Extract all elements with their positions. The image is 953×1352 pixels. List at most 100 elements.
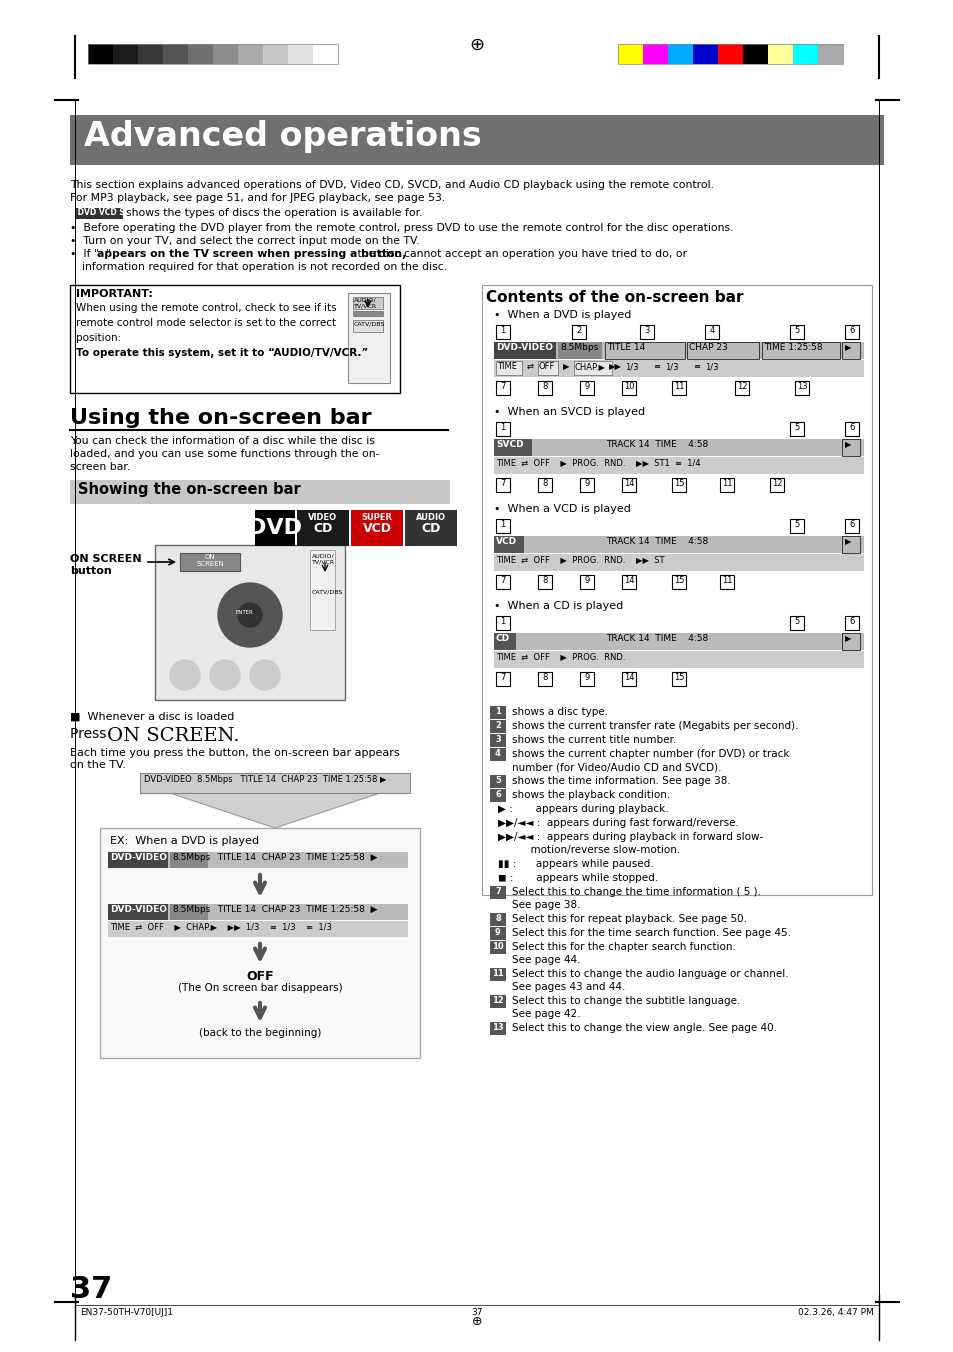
Text: To operate this system, set it to “AUDIO/TV/VCR.”: To operate this system, set it to “AUDIO… xyxy=(76,347,368,358)
Text: TRACK 14  TIME    4:58: TRACK 14 TIME 4:58 xyxy=(605,634,707,644)
Text: AUDIO/: AUDIO/ xyxy=(312,553,335,558)
Bar xyxy=(621,672,636,685)
Bar xyxy=(490,775,505,788)
Bar xyxy=(70,285,399,393)
Text: TIME  ⇄  OFF    ▶  PROG.  RND.    ▶▶  ST: TIME ⇄ OFF ▶ PROG. RND. ▶▶ ST xyxy=(496,556,664,564)
Text: TITLE 14  CHAP 23  TIME 1:25:58  ▶: TITLE 14 CHAP 23 TIME 1:25:58 ▶ xyxy=(212,904,377,914)
Bar xyxy=(789,422,803,435)
Text: 1/3: 1/3 xyxy=(704,362,718,370)
Bar xyxy=(537,672,552,685)
Text: 8.5Mbps: 8.5Mbps xyxy=(172,904,210,914)
Circle shape xyxy=(170,660,200,690)
Text: ⇄: ⇄ xyxy=(526,362,534,370)
Text: 13: 13 xyxy=(796,383,806,391)
Text: 3: 3 xyxy=(495,735,500,744)
Bar xyxy=(494,439,532,456)
Bar xyxy=(537,381,552,395)
Text: EX:  When a DVD is played: EX: When a DVD is played xyxy=(110,836,259,846)
Bar xyxy=(494,342,556,360)
Bar xyxy=(496,479,510,492)
Bar xyxy=(405,510,456,546)
Bar xyxy=(288,45,313,64)
Text: 9: 9 xyxy=(584,383,589,391)
Text: Select this for the chapter search function.: Select this for the chapter search funct… xyxy=(512,942,735,952)
Text: 2: 2 xyxy=(495,721,500,730)
Bar xyxy=(494,535,863,553)
Bar xyxy=(841,342,859,360)
Bar xyxy=(490,1022,505,1036)
Text: ▮▮ :      appears while paused.: ▮▮ : appears while paused. xyxy=(497,859,653,869)
Text: VCD: VCD xyxy=(496,537,517,546)
Bar xyxy=(671,479,685,492)
Text: DVD-VIDEO: DVD-VIDEO xyxy=(496,343,553,352)
Text: information required for that operation is not recorded on the disc.: information required for that operation … xyxy=(82,262,447,272)
Text: ▶▶: ▶▶ xyxy=(608,362,621,370)
Bar xyxy=(213,45,237,64)
Text: 7: 7 xyxy=(499,576,505,585)
Bar xyxy=(100,827,419,1059)
Circle shape xyxy=(210,660,240,690)
Text: ⊕: ⊕ xyxy=(469,37,484,54)
Text: ▶: ▶ xyxy=(844,634,851,644)
Bar xyxy=(494,652,863,668)
Text: See pages 43 and 44.: See pages 43 and 44. xyxy=(512,982,625,992)
Text: Select this to change the time information ( 5 ).: Select this to change the time informati… xyxy=(512,887,760,896)
Text: 1/3: 1/3 xyxy=(624,362,638,370)
Text: shows the time information. See page 38.: shows the time information. See page 38. xyxy=(512,776,730,786)
Text: Select this to change the audio language or channel.: Select this to change the audio language… xyxy=(512,969,788,979)
Bar xyxy=(621,381,636,395)
Text: shows the playback condition.: shows the playback condition. xyxy=(512,790,670,800)
Bar xyxy=(353,311,382,316)
Text: ENTER: ENTER xyxy=(234,610,253,615)
Bar xyxy=(734,381,748,395)
Bar xyxy=(817,45,842,64)
Text: CD: CD xyxy=(313,522,333,535)
Bar xyxy=(844,422,858,435)
Text: 8: 8 xyxy=(495,914,500,923)
Text: TIME  ⇄  OFF    ▶  PROG.  RND.: TIME ⇄ OFF ▶ PROG. RND. xyxy=(496,652,625,661)
Text: 37: 37 xyxy=(471,1307,482,1317)
Text: ▶ :       appears during playback.: ▶ : appears during playback. xyxy=(497,804,668,814)
Text: Select this for the time search function. See page 45.: Select this for the time search function… xyxy=(512,927,790,938)
Text: motion/reverse slow-motion.: motion/reverse slow-motion. xyxy=(497,845,679,854)
Text: Advanced operations: Advanced operations xyxy=(84,120,481,153)
Text: ≡: ≡ xyxy=(652,362,659,370)
Text: ◼ :       appears while stopped.: ◼ : appears while stopped. xyxy=(497,873,658,883)
Bar xyxy=(70,115,883,165)
Bar xyxy=(789,617,803,630)
Text: 1: 1 xyxy=(495,707,500,717)
Text: TITLE 14: TITLE 14 xyxy=(606,343,644,352)
Bar xyxy=(720,575,733,589)
Bar xyxy=(254,510,294,546)
Text: 1: 1 xyxy=(500,521,505,529)
Text: See page 44.: See page 44. xyxy=(512,955,579,965)
Bar xyxy=(496,617,510,630)
Text: 8.5Mbps: 8.5Mbps xyxy=(172,853,210,863)
Text: shows the current chapter number (for DVD) or track: shows the current chapter number (for DV… xyxy=(512,749,789,758)
Bar xyxy=(621,479,636,492)
Bar xyxy=(88,45,337,64)
Text: 10: 10 xyxy=(623,383,634,391)
Circle shape xyxy=(218,583,282,648)
Bar xyxy=(490,886,505,899)
Text: ▶: ▶ xyxy=(844,537,851,546)
Bar xyxy=(496,422,510,435)
Text: 4: 4 xyxy=(709,326,714,335)
Bar xyxy=(353,320,382,333)
Text: TITLE 14  CHAP 23  TIME 1:25:58  ▶: TITLE 14 CHAP 23 TIME 1:25:58 ▶ xyxy=(212,853,377,863)
Text: 11: 11 xyxy=(492,969,503,977)
Bar xyxy=(490,706,505,719)
Bar xyxy=(792,45,817,64)
Bar xyxy=(170,852,208,868)
Bar xyxy=(572,324,585,339)
Text: •  Turn on your TV, and select the correct input mode on the TV.: • Turn on your TV, and select the correc… xyxy=(70,237,419,246)
Bar xyxy=(720,479,733,492)
Bar xyxy=(844,324,858,339)
Text: 9: 9 xyxy=(495,927,500,937)
Text: TIME  ⇄  OFF    ▶  CHAP.▶    ▶▶  1/3    ≡  1/3    ≡  1/3: TIME ⇄ OFF ▶ CHAP.▶ ▶▶ 1/3 ≡ 1/3 ≡ 1/3 xyxy=(110,922,332,932)
Text: TRACK 14  TIME    4:58: TRACK 14 TIME 4:58 xyxy=(605,537,707,546)
Bar xyxy=(574,361,612,375)
Text: TIME: TIME xyxy=(497,362,517,370)
Text: ▶: ▶ xyxy=(844,343,851,352)
Bar xyxy=(112,45,138,64)
